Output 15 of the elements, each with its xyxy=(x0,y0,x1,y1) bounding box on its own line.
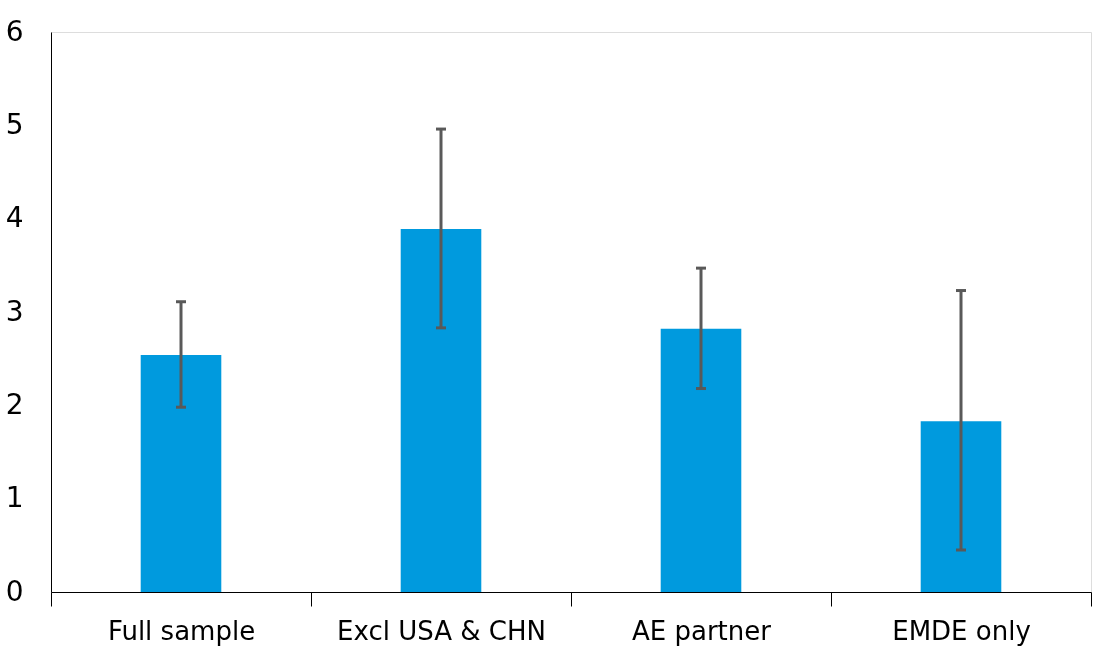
bar xyxy=(140,354,222,592)
bar xyxy=(920,421,1002,592)
x-tick-label: AE partner xyxy=(632,615,772,646)
x-tick-label: Full sample xyxy=(107,615,256,646)
x-tick-label: Excl USA & CHN xyxy=(337,615,546,646)
bar xyxy=(400,228,482,592)
y-tick-label: 2 xyxy=(5,387,24,421)
bar xyxy=(660,328,742,592)
y-tick-label: 3 xyxy=(5,294,24,328)
y-tick-label: 5 xyxy=(5,107,24,141)
y-tick-label: 0 xyxy=(5,574,24,608)
y-tick-label: 4 xyxy=(5,201,24,235)
x-tick-label: EMDE only xyxy=(892,615,1031,646)
y-tick-label: 6 xyxy=(5,14,24,48)
y-tick-label: 1 xyxy=(5,481,24,515)
